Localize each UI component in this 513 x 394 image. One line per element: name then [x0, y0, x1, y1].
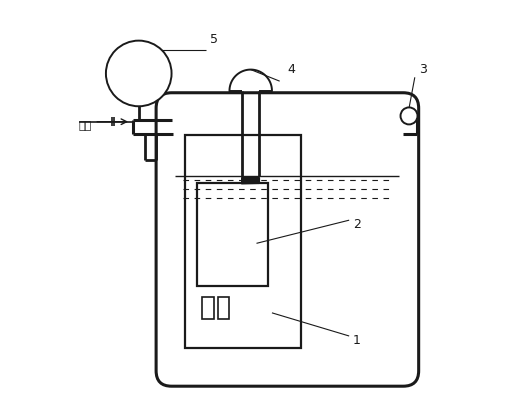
- Text: 空氣: 空氣: [79, 121, 92, 130]
- FancyBboxPatch shape: [156, 93, 419, 386]
- Circle shape: [401, 108, 418, 125]
- Circle shape: [106, 41, 171, 106]
- Text: 3: 3: [419, 63, 426, 76]
- Text: 4: 4: [287, 63, 295, 76]
- Text: 5: 5: [210, 33, 218, 46]
- Bar: [203, 297, 214, 319]
- Bar: [185, 135, 301, 348]
- Text: 2: 2: [353, 218, 361, 231]
- Bar: [218, 297, 229, 319]
- Text: 1: 1: [353, 334, 361, 347]
- Bar: [196, 184, 268, 286]
